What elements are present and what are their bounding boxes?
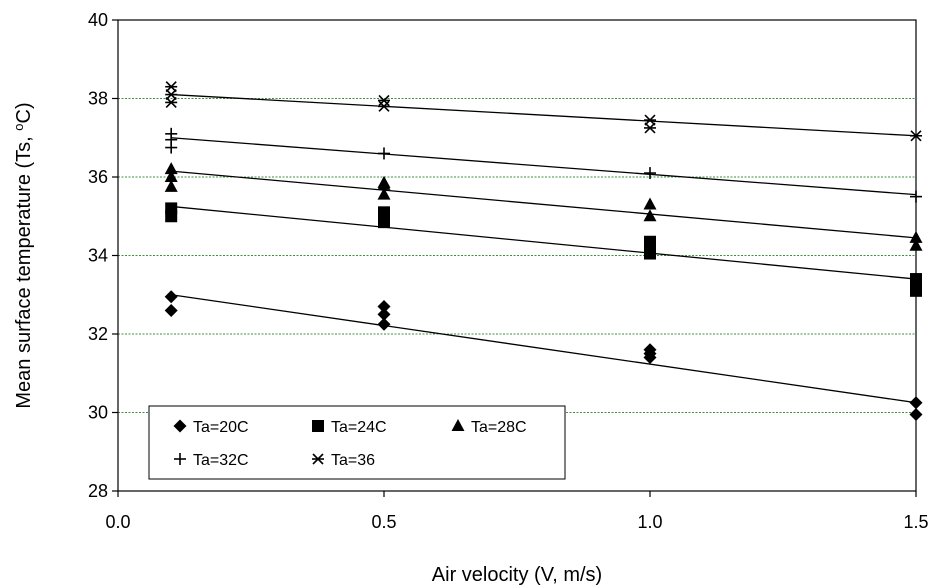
legend-item: Ta=36 (312, 452, 375, 469)
legend-box (148, 405, 566, 480)
legend-marker (312, 420, 324, 432)
y-tick-label: 38 (88, 89, 108, 109)
data-point (164, 162, 178, 175)
data-point (909, 230, 923, 243)
data-point (643, 197, 657, 210)
data-point (910, 130, 922, 142)
data-point (910, 190, 922, 203)
data-point (377, 177, 391, 190)
trend-lines (171, 93, 917, 404)
legend-label: Ta=28C (471, 419, 527, 436)
legend: Ta=20C Ta=24C Ta=28C Ta=32C Ta=36 (148, 405, 566, 480)
data-point (644, 167, 656, 180)
y-tick-label: 28 (88, 481, 108, 501)
data-point (378, 94, 390, 107)
legend-item: Ta=28C (451, 419, 527, 436)
trend-line (171, 137, 917, 196)
legend-marker (451, 419, 465, 431)
data-point (164, 179, 178, 192)
data-point (165, 210, 178, 223)
data-point (644, 247, 656, 260)
x-tick-label: 1.0 (637, 512, 662, 532)
y-axis-title-unit: C) (13, 102, 35, 123)
data-point (643, 351, 657, 365)
y-tick-label: 34 (88, 246, 108, 266)
data-point (377, 187, 391, 200)
data-points (164, 81, 923, 421)
trend-line (171, 93, 917, 137)
data-point (378, 147, 390, 160)
data-point (644, 122, 656, 134)
data-point (164, 303, 178, 317)
data-point (909, 407, 923, 421)
legend-marker (174, 453, 186, 465)
data-point (377, 307, 391, 321)
trend-line (171, 294, 917, 404)
legend-label: Ta=24C (331, 419, 387, 436)
legend-marker (173, 419, 187, 433)
data-point (909, 396, 923, 410)
y-tick-label: 30 (88, 403, 108, 423)
data-point (910, 284, 922, 297)
legend-item: Ta=32C (174, 452, 249, 469)
legend-item: Ta=20C (173, 419, 249, 436)
x-tick-label: 1.5 (903, 512, 928, 532)
legend-label: Ta=20C (193, 419, 249, 436)
legend-item: Ta=24C (312, 419, 387, 436)
x-tick-label: 0.5 (371, 512, 396, 532)
y-tick-label: 40 (88, 10, 108, 30)
y-tick-label: 32 (88, 324, 108, 344)
data-point (165, 141, 178, 154)
y-axis-title: Mean surface temperature (Ts, oC) (11, 102, 36, 408)
y-axis-title-superscript: o (11, 123, 26, 130)
data-point (164, 290, 178, 304)
data-point (165, 81, 178, 93)
x-tick-label: 0.0 (105, 512, 130, 532)
data-point (644, 114, 656, 126)
data-point (377, 300, 391, 314)
data-point (378, 100, 390, 112)
data-point (165, 89, 178, 101)
axis-ticks: 28 30 32 34 36 38 40 0.0 0.5 1.0 1.5 (88, 10, 929, 532)
data-point (165, 96, 178, 108)
data-point (909, 238, 923, 251)
y-axis-title-main: Mean surface temperature (Ts, (13, 131, 35, 409)
data-point (377, 317, 391, 331)
legend-label: Ta=36 (331, 452, 375, 469)
data-point (164, 170, 178, 182)
x-axis-title: Air velocity (V, m/s) (432, 564, 602, 586)
data-point (643, 209, 657, 222)
data-point (378, 216, 390, 229)
legend-label: Ta=32C (193, 452, 249, 469)
trend-line (171, 205, 917, 280)
gridlines (118, 98, 916, 413)
legend-marker (312, 453, 324, 465)
trend-line (171, 170, 917, 239)
y-tick-label: 36 (88, 167, 108, 187)
